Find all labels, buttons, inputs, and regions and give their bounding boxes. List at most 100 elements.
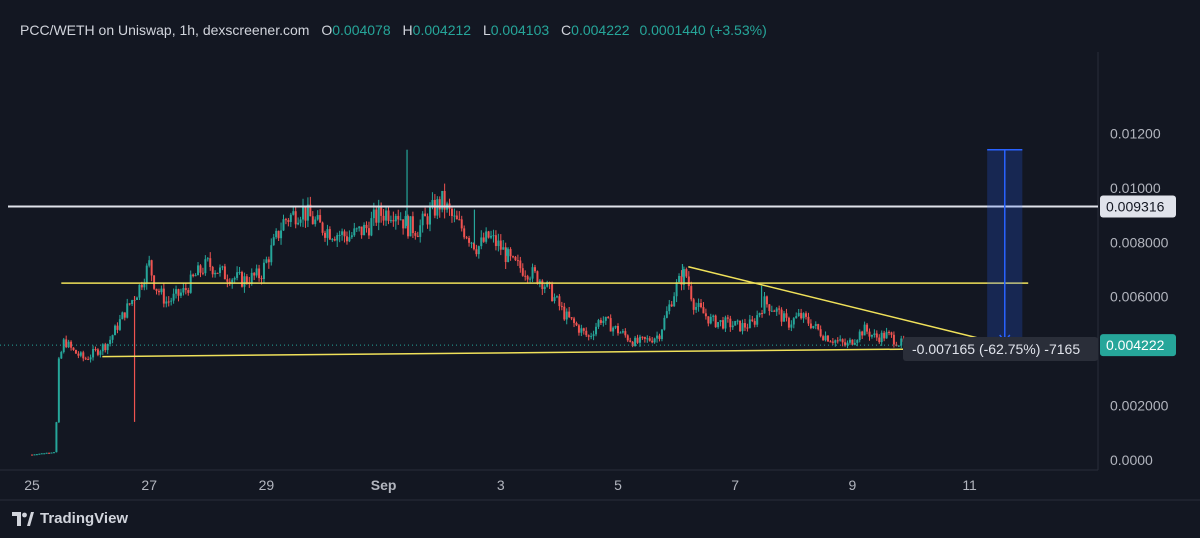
candle-body: [275, 230, 278, 238]
candle-body: [397, 215, 400, 220]
candle-body: [758, 313, 761, 316]
tradingview-brand[interactable]: TradingView: [12, 510, 128, 527]
candle-body: [577, 325, 580, 333]
candle-body: [182, 288, 185, 293]
candle-body: [465, 237, 468, 239]
candle-body: [624, 331, 627, 336]
candle-body: [568, 311, 571, 318]
candle-body: [402, 219, 405, 229]
candle-body: [590, 335, 593, 337]
y-tick-label: 0.006000: [1110, 289, 1169, 305]
candle-body: [844, 342, 847, 346]
low-label: L: [482, 22, 491, 38]
candle-body: [739, 320, 742, 332]
candle-body: [324, 232, 326, 238]
candle-body: [512, 256, 515, 258]
candle-body: [348, 237, 351, 242]
symbol-title: PCC/WETH on Uniswap, 1h, dexscreener.com: [20, 22, 310, 38]
candle-body: [409, 216, 412, 237]
symbol-legend: PCC/WETH on Uniswap, 1h, dexscreener.com…: [20, 22, 767, 38]
candle-body: [690, 286, 693, 300]
candle-body: [487, 231, 490, 238]
candle-body: [507, 249, 510, 262]
change-value: 0.0001440: [639, 22, 706, 38]
candle-body: [287, 220, 290, 222]
candle-body: [770, 310, 773, 312]
candle-body: [453, 215, 456, 217]
candle-body: [370, 218, 373, 236]
candle-body: [233, 277, 236, 280]
candle-body: [675, 282, 678, 297]
candle-body: [314, 219, 317, 225]
candle-body: [114, 325, 117, 336]
candle-body: [45, 452, 48, 454]
candle-body: [150, 260, 153, 276]
candle-body: [580, 328, 583, 333]
candle-body: [221, 266, 224, 268]
candle-body: [575, 322, 578, 326]
candle-body: [585, 330, 588, 336]
candle-body: [641, 336, 644, 338]
candle-body: [555, 296, 558, 298]
candle-body: [72, 347, 75, 350]
candle-body: [99, 351, 102, 355]
x-tick-label: 29: [259, 477, 275, 493]
candle-body: [267, 259, 270, 263]
candle-body: [284, 219, 287, 221]
candle-body: [875, 333, 878, 338]
candle-body: [729, 318, 732, 328]
candle-body: [245, 276, 248, 283]
candle-body: [277, 230, 280, 239]
candle-body: [87, 359, 90, 361]
candle-body: [165, 301, 168, 304]
candle-body: [441, 190, 444, 210]
candle-body: [709, 316, 712, 324]
candle-body: [106, 343, 109, 351]
candle-body: [643, 336, 646, 339]
y-tick-label: 0.01000: [1110, 180, 1161, 196]
candle-body: [404, 216, 407, 229]
candle-body: [485, 231, 488, 242]
candle-body: [411, 216, 414, 234]
candle-body: [480, 237, 483, 247]
candle-body: [809, 323, 812, 329]
candle-body: [846, 342, 849, 346]
candle-body: [626, 335, 629, 341]
candle-body: [853, 342, 856, 345]
candle-body: [785, 313, 788, 318]
candle-body: [595, 326, 598, 335]
candle-body: [761, 313, 764, 315]
candle-body: [731, 325, 734, 328]
candle-body: [40, 453, 43, 455]
candle-body: [631, 341, 634, 347]
candle-body: [350, 235, 353, 238]
candle-body: [704, 313, 707, 317]
candle-body: [394, 215, 397, 222]
candle-body: [814, 324, 817, 326]
candle-body: [333, 239, 336, 241]
candle-body: [116, 325, 119, 330]
candle-body: [407, 216, 410, 237]
candle-body: [792, 318, 795, 325]
candle-body: [172, 293, 175, 301]
candle-body: [651, 340, 654, 343]
candle-body: [714, 315, 717, 328]
candle-body: [57, 358, 60, 423]
candle-body: [197, 265, 200, 276]
candle-body: [587, 335, 590, 337]
candle-body: [883, 332, 886, 339]
candle-body: [519, 260, 522, 269]
candle-body: [839, 339, 842, 341]
brand-name: TradingView: [40, 510, 129, 527]
candle-body: [560, 306, 563, 308]
candle-body: [353, 228, 356, 236]
candle-body: [155, 288, 158, 291]
candle-body: [775, 308, 778, 312]
candle-body: [880, 332, 883, 343]
candle-body: [538, 280, 541, 284]
candle-body: [685, 269, 688, 277]
candle-body: [382, 215, 385, 221]
candle-body: [678, 275, 681, 283]
x-tick-label: 7: [731, 477, 739, 493]
